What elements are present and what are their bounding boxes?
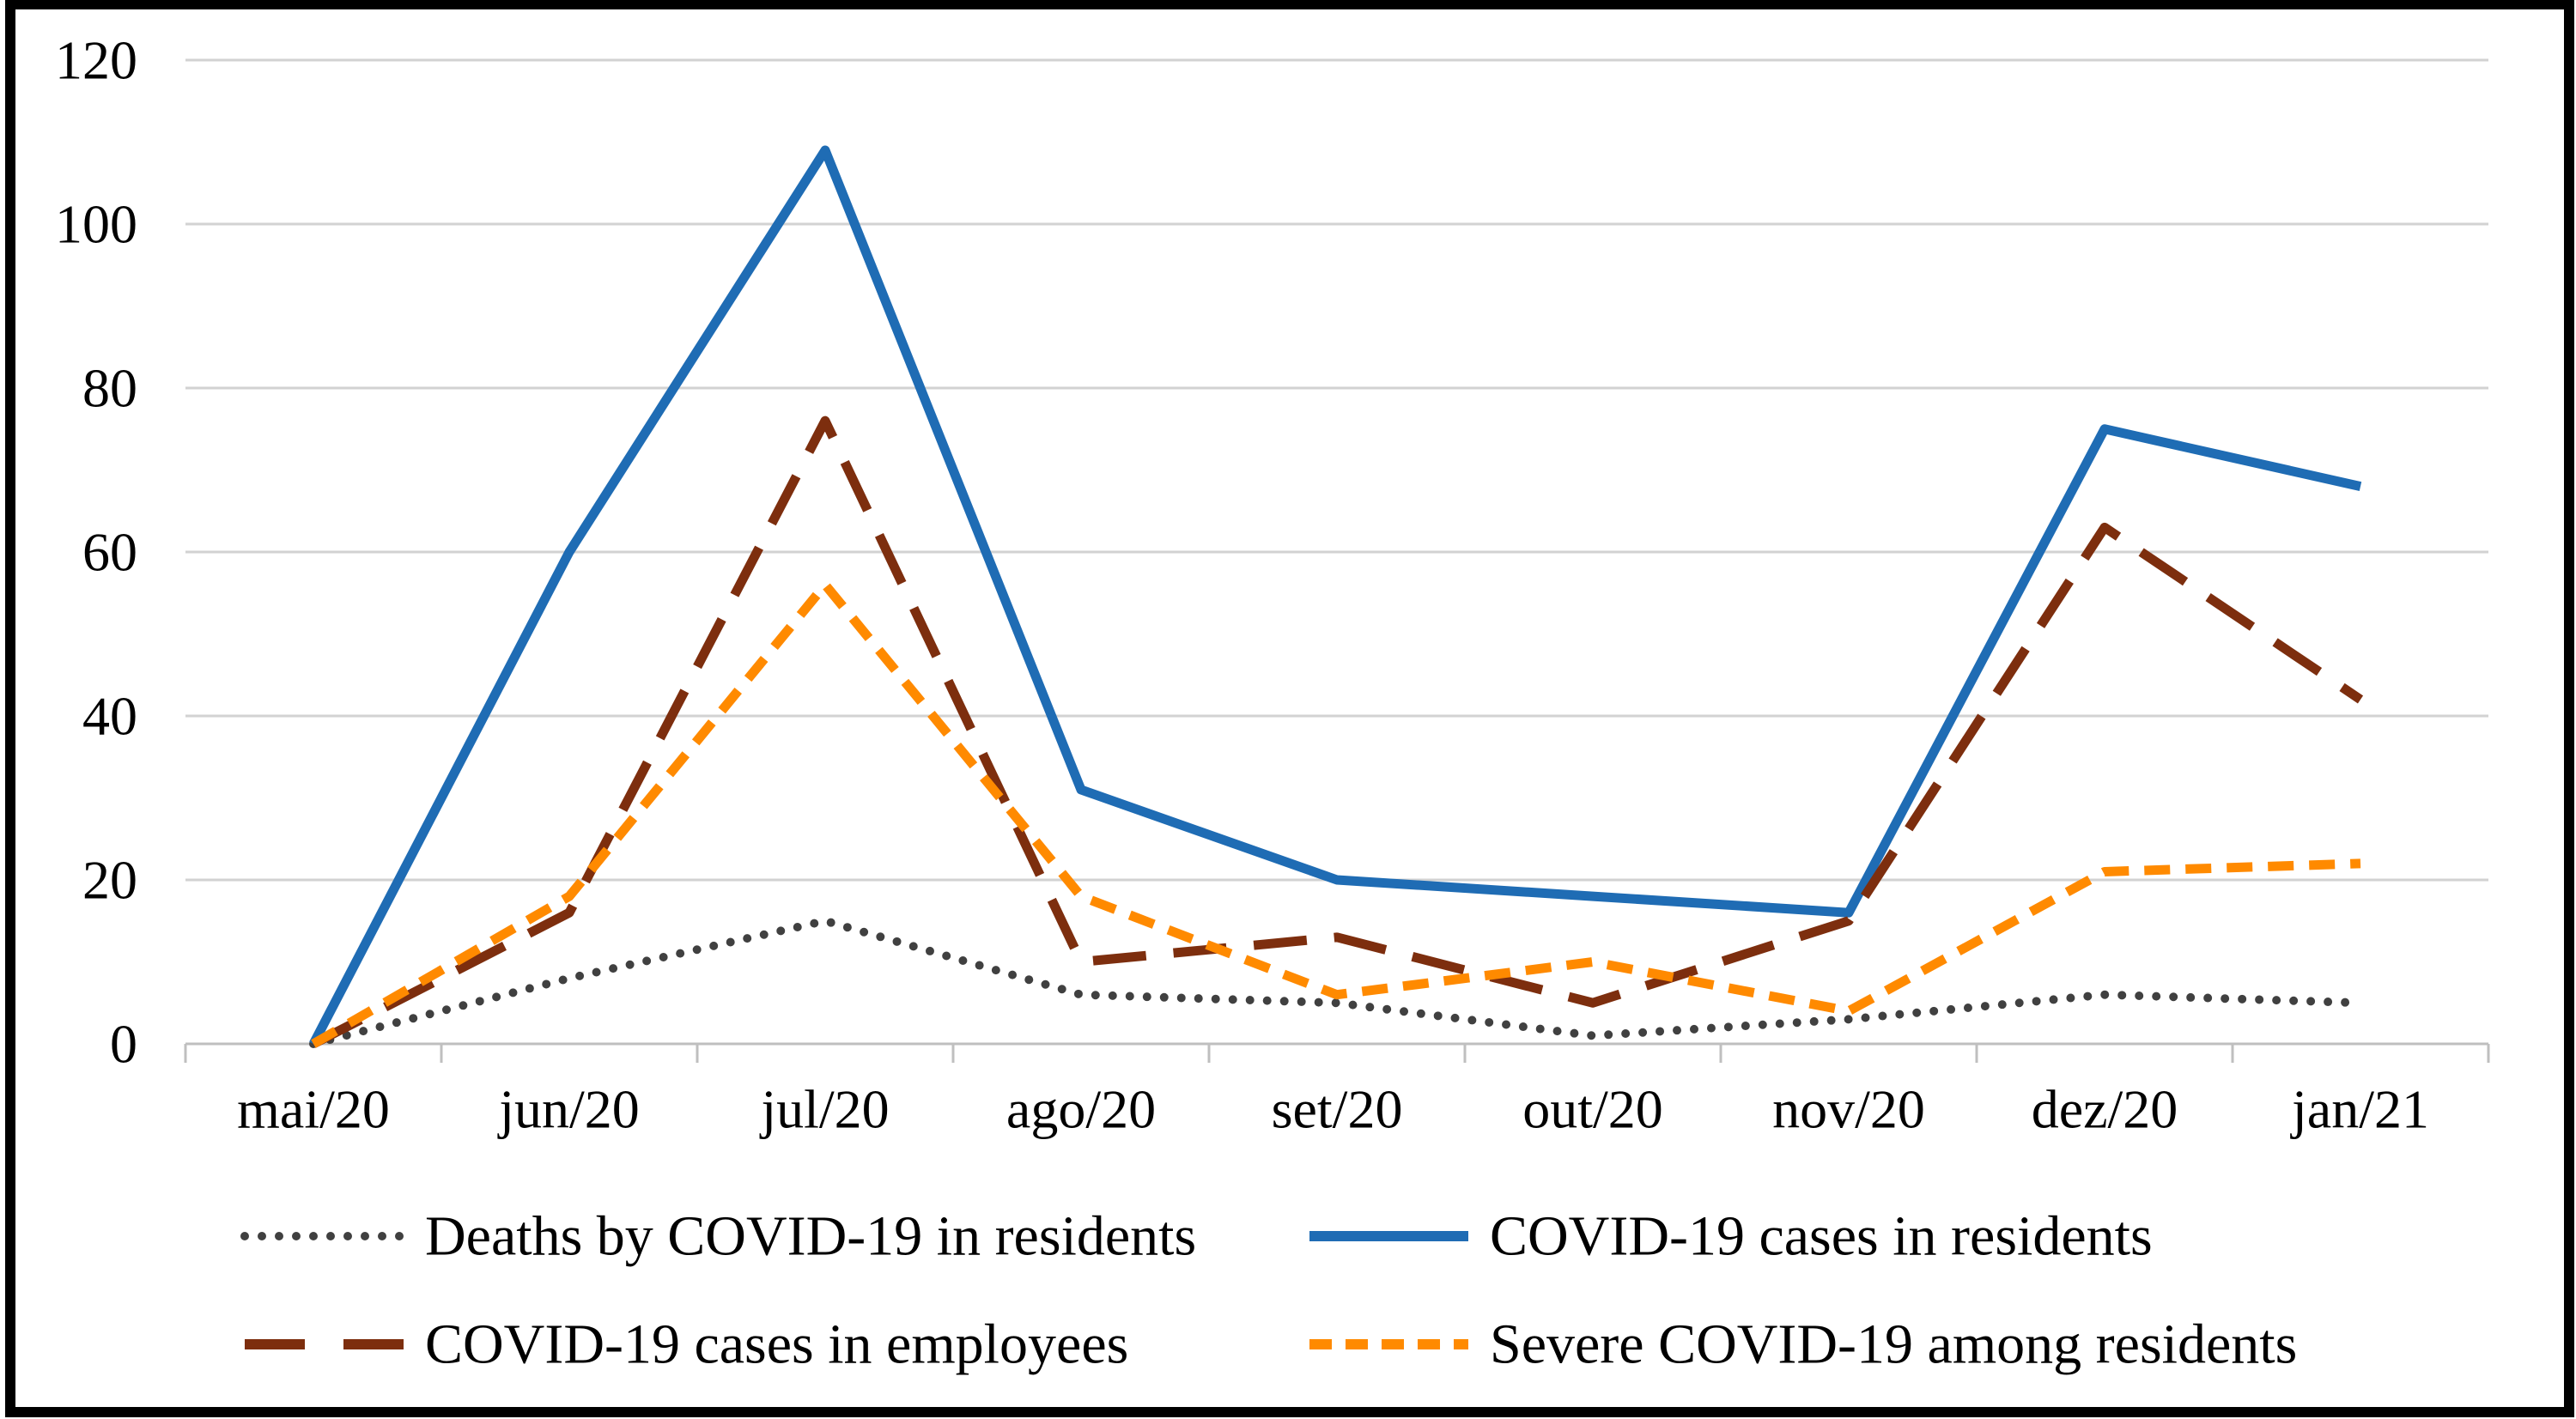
cases-employees-legend-label: COVID-19 cases in employees: [425, 1313, 1128, 1376]
figure-border: [5, 0, 2574, 1417]
severe-residents-series-line: [311, 579, 2361, 1048]
deaths-residents-legend-label: Deaths by COVID-19 in residents: [425, 1205, 1196, 1268]
x-tick-label: nov/20: [1772, 1079, 1925, 1140]
cases-residents-series-line: [309, 145, 2362, 1046]
x-tick-label: mai/20: [237, 1079, 390, 1140]
y-tick-label: 120: [55, 30, 137, 91]
y-tick-label: 20: [82, 850, 137, 911]
x-tick-label: jul/20: [759, 1079, 889, 1140]
x-axis-labels: mai/20 jun/20 jul/20 ago/20 set/20 out/20 nov/…: [237, 1079, 2429, 1140]
y-tick-label: 40: [82, 686, 137, 747]
y-tick-label: 0: [110, 1014, 137, 1075]
deaths-residents-series-line: [309, 916, 2365, 1048]
x-tick-label: jun/20: [497, 1079, 640, 1140]
cases-residents-legend-label: COVID-19 cases in residents: [1490, 1205, 2153, 1268]
axes-layer: [184, 1042, 2490, 1063]
x-tick-label: dez/20: [2032, 1079, 2178, 1140]
x-tick-label: ago/20: [1006, 1079, 1156, 1140]
series-lines-layer: [309, 145, 2365, 1048]
x-tick-label: jan/21: [2290, 1079, 2429, 1140]
y-tick-label: 100: [55, 194, 137, 255]
y-tick-label: 80: [82, 358, 137, 419]
x-tick-label: out/20: [1522, 1079, 1663, 1140]
cases-employees-series-line: [311, 415, 2364, 1048]
y-axis-labels: 0 20 40 60 80 100 120: [55, 30, 137, 1075]
severe-residents-legend-label: Severe COVID-19 among residents: [1490, 1313, 2297, 1376]
x-tick-label: set/20: [1272, 1079, 1403, 1140]
legend: Deaths by COVID-19 in residents COVID-19 …: [240, 1205, 2297, 1376]
y-tick-label: 60: [82, 522, 137, 583]
